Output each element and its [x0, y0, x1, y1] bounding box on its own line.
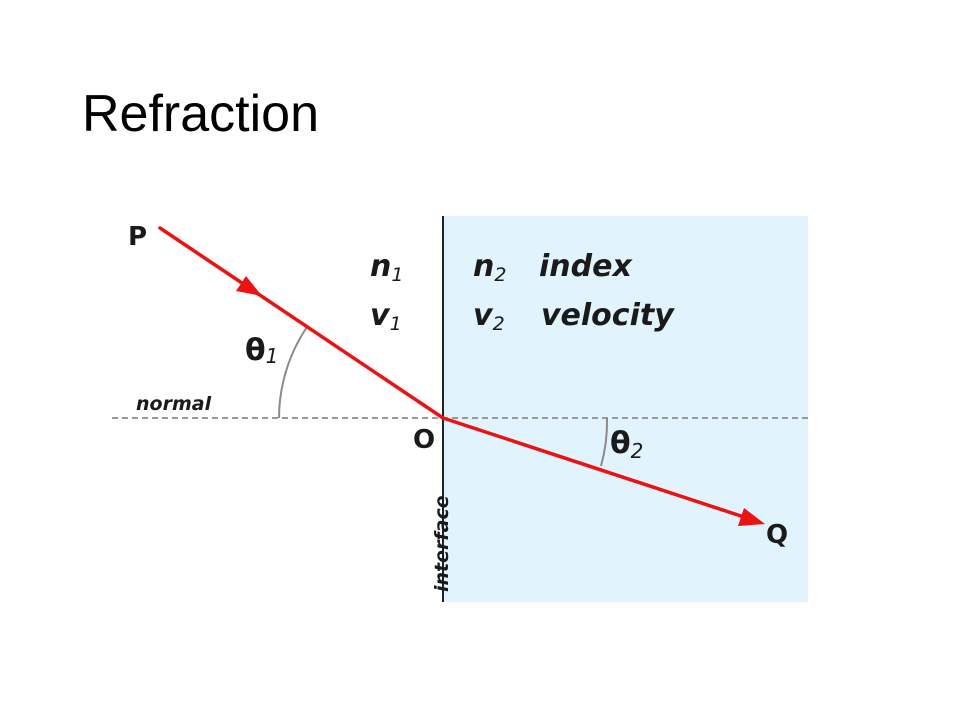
n1-sub: 1	[391, 264, 403, 286]
label-point-q: Q	[766, 520, 788, 550]
label-velocity: velocity	[541, 298, 675, 333]
refracted-arrowhead	[738, 508, 765, 526]
label-n1: n1	[370, 249, 403, 286]
label-n2: n2	[473, 249, 506, 286]
theta1-arc	[278, 326, 308, 419]
n2-sub: 2	[494, 264, 506, 286]
label-point-p: P	[128, 222, 147, 252]
label-v1: v1	[370, 298, 402, 335]
v2-symbol: v	[473, 298, 494, 333]
theta2-arc	[600, 417, 609, 467]
incident-arrowhead	[236, 276, 262, 296]
v2-sub: 2	[493, 313, 505, 335]
label-normal: normal	[136, 393, 212, 415]
label-v2: v2	[473, 298, 505, 335]
label-theta2: θ2	[610, 426, 643, 463]
label-index: index	[539, 249, 633, 284]
v1-sub: 1	[390, 313, 402, 335]
theta1-sub: 1	[266, 344, 279, 368]
theta1-symbol: θ	[245, 333, 266, 368]
v1-symbol: v	[370, 298, 391, 333]
label-theta1: θ1	[245, 333, 278, 368]
incident-ray	[158, 226, 445, 420]
n2-symbol: n	[473, 249, 494, 284]
refracted-ray	[441, 416, 746, 519]
theta2-sub: 2	[631, 439, 644, 463]
label-point-o: O	[413, 425, 435, 455]
label-interface: interface	[431, 495, 453, 592]
n1-symbol: n	[370, 249, 391, 284]
slide-title: Refraction	[82, 85, 319, 143]
medium2-region	[443, 216, 808, 602]
theta2-symbol: θ	[610, 426, 631, 461]
